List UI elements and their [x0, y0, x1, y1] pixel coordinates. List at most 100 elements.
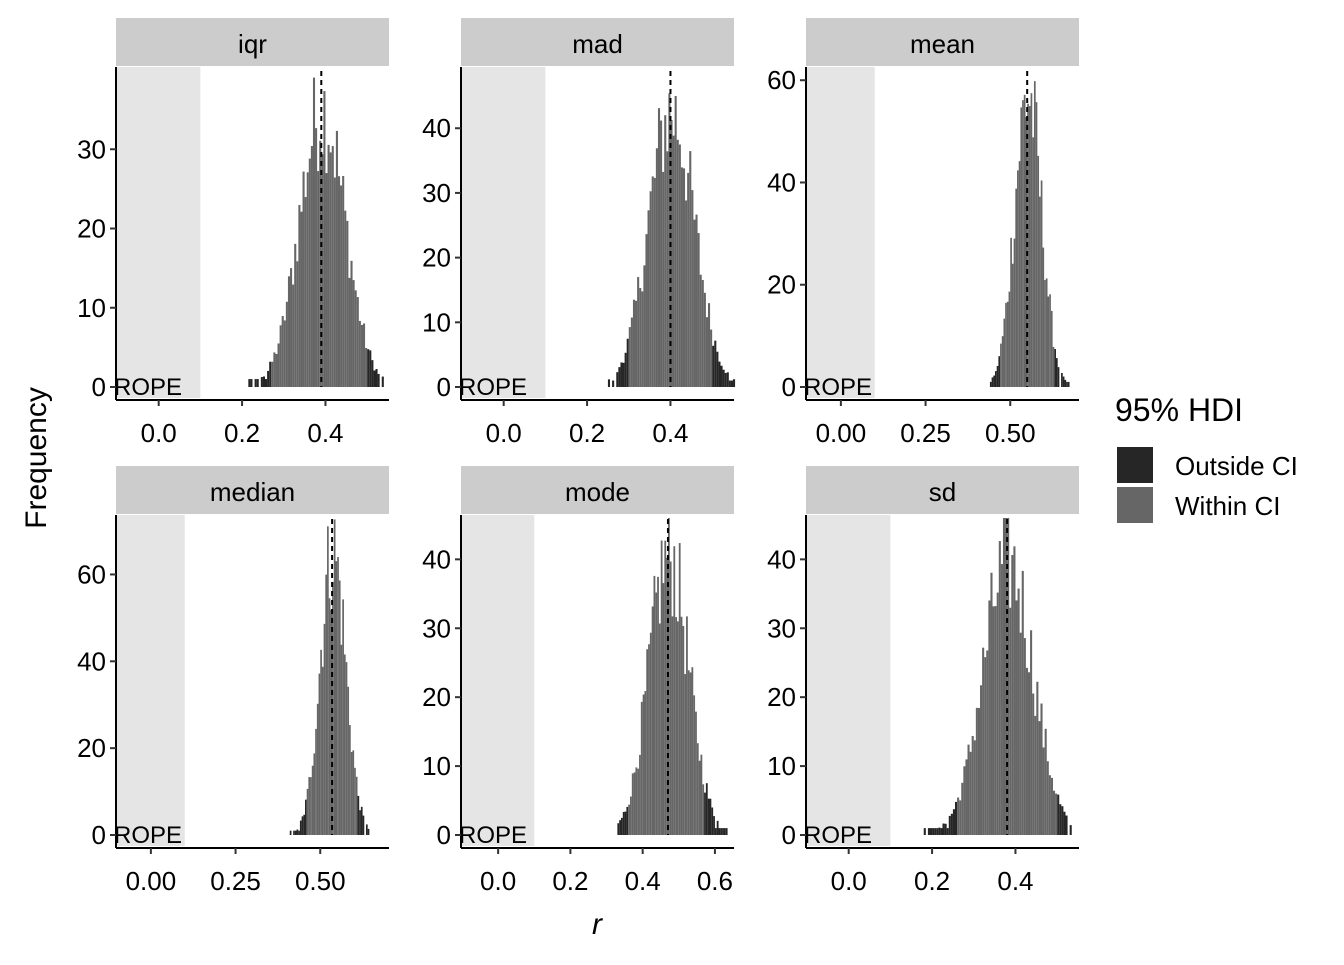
histogram-bar — [1050, 310, 1053, 387]
histogram-bar — [1017, 588, 1020, 835]
y-tick-label: 40 — [422, 544, 451, 574]
histogram-bar — [347, 686, 350, 835]
histogram-bar — [262, 376, 266, 387]
histogram-bar — [982, 647, 985, 835]
histogram-bar — [639, 288, 642, 387]
histogram-bar — [1052, 346, 1055, 387]
histogram-bar — [1002, 518, 1006, 835]
facet-label-mean: mean — [910, 29, 975, 59]
histogram-bar — [678, 144, 681, 387]
histogram-bar — [989, 381, 992, 387]
histogram-bar — [362, 815, 365, 835]
histogram-bar — [362, 323, 366, 387]
histogram-bar — [645, 234, 648, 387]
histogram-bar — [657, 576, 659, 835]
histogram-bar — [344, 210, 347, 387]
histogram-bar — [302, 171, 305, 387]
histogram-bar — [333, 177, 336, 387]
histogram-bar — [995, 371, 997, 387]
histogram-bar — [649, 632, 652, 835]
y-tick-label: 20 — [77, 214, 106, 244]
histogram-bar — [998, 356, 1001, 387]
histogram-bar — [323, 623, 326, 835]
histogram-bar — [352, 280, 355, 387]
histogram-bar — [647, 210, 650, 387]
y-tick-label: 30 — [77, 134, 106, 164]
histogram-bar — [310, 146, 313, 387]
histogram-bar — [275, 353, 278, 387]
histogram-bar — [1018, 161, 1021, 387]
histogram-bar — [948, 815, 951, 835]
histogram-bar — [328, 598, 331, 835]
histogram-bar — [342, 175, 345, 387]
histogram-bar — [714, 340, 717, 387]
histogram-bar — [689, 151, 692, 387]
histogram-bar — [269, 361, 272, 387]
x-tick-label: 0.50 — [295, 866, 346, 896]
histogram-bar — [728, 380, 731, 387]
rope-band-median — [117, 515, 185, 846]
histogram-bar — [1063, 811, 1066, 835]
y-tick-label: 0 — [437, 820, 451, 850]
histogram-bar — [702, 784, 705, 835]
histogram-bar — [707, 798, 710, 835]
histogram-bar — [707, 303, 711, 387]
histogram-bar — [709, 798, 712, 835]
histogram-bar — [711, 807, 714, 835]
histogram-bar — [345, 662, 348, 835]
histogram-bar — [365, 348, 368, 387]
histogram-bar — [350, 260, 353, 387]
histogram-bar — [1027, 672, 1031, 835]
histogram-bar — [720, 828, 723, 835]
histogram-bar — [281, 316, 284, 387]
histogram-bar — [946, 828, 949, 835]
histogram-bar — [975, 707, 978, 835]
histogram-bar — [996, 365, 999, 387]
histogram-bar — [626, 806, 629, 835]
x-tick-label: 0.4 — [307, 418, 343, 448]
histogram-bar — [356, 297, 359, 387]
panel-sd: sd ROPE 0 10 20 30 40 0.0 0.2 0.4 — [767, 466, 1079, 896]
histogram-bar — [944, 823, 947, 835]
histogram-bar — [695, 214, 698, 387]
histogram-bar — [639, 754, 641, 835]
histogram-bar — [648, 644, 650, 835]
histogram-bar — [310, 777, 312, 835]
histogram-bar — [1069, 825, 1072, 835]
x-axis-title: r — [592, 908, 603, 941]
histogram-bar — [637, 277, 640, 387]
histogram-bar — [321, 154, 324, 387]
histogram-bar — [993, 375, 996, 387]
histogram-bar — [710, 329, 713, 387]
histogram-bar — [942, 823, 945, 835]
histogram-bar — [327, 526, 329, 835]
histogram-bar — [642, 694, 645, 835]
histogram-bar — [703, 292, 706, 387]
x-tick-label: 0.4 — [997, 866, 1033, 896]
y-axis-title: Frequency — [20, 387, 53, 529]
histogram-bar — [296, 829, 299, 835]
y-tick-label: 10 — [77, 293, 106, 323]
histogram-bar — [617, 823, 620, 835]
histogram-bar — [689, 672, 692, 835]
histogram-bar — [323, 91, 326, 387]
histogram-bar — [718, 828, 721, 835]
histogram-bar — [358, 320, 361, 387]
histogram-bar — [298, 830, 300, 835]
facet-label-mad: mad — [572, 29, 623, 59]
histogram-bar — [713, 816, 715, 835]
rope-band-mean — [807, 67, 875, 398]
rope-label-mad: ROPE — [459, 374, 527, 401]
histogram-bar — [674, 96, 677, 387]
histogram-bar — [666, 151, 669, 387]
histogram-bar — [294, 830, 297, 835]
histogram-bar — [693, 219, 696, 387]
facet-strip-iqr — [116, 18, 389, 66]
histogram-bar — [331, 146, 334, 387]
histogram-bar — [381, 376, 384, 387]
histogram-bar — [635, 300, 638, 387]
histogram-bar — [256, 379, 259, 387]
y-tick-label: 60 — [767, 65, 796, 95]
histogram-bar — [1003, 318, 1006, 387]
